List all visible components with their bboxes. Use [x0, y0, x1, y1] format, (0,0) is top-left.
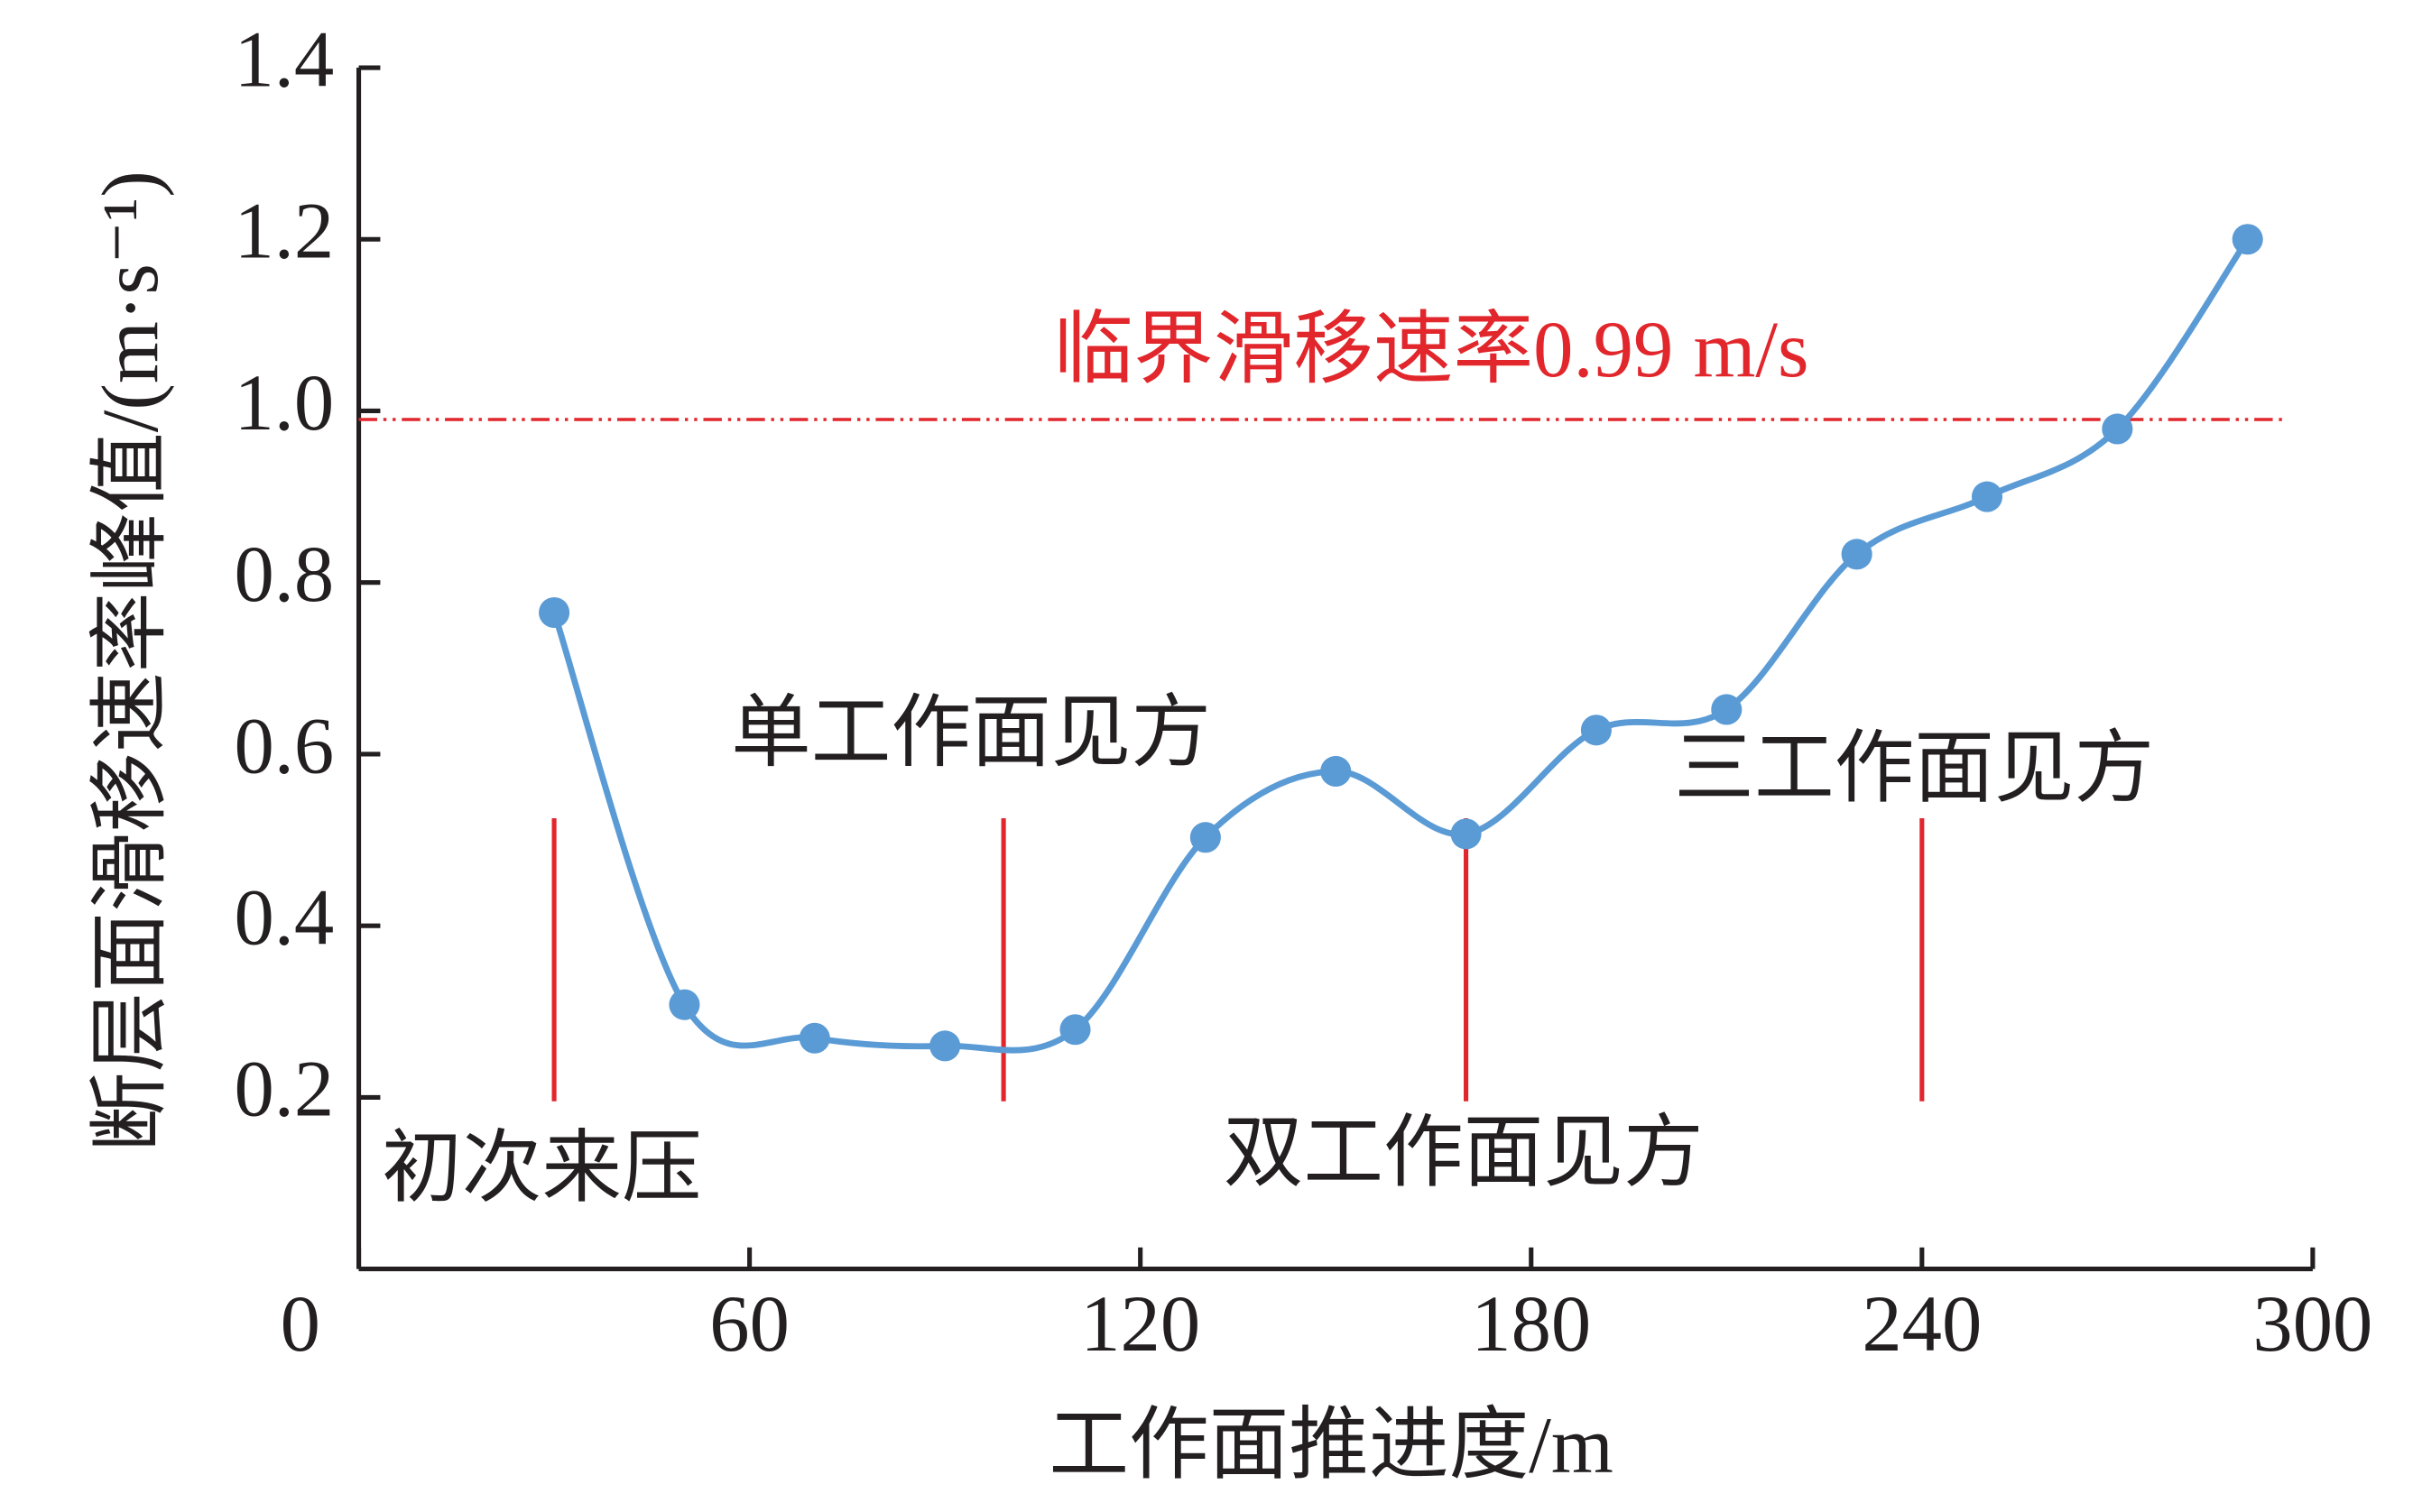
x-tick-label: 60 [709, 1280, 790, 1369]
y-tick-label: 1.0 [234, 359, 334, 447]
data-point [1059, 1014, 1091, 1046]
phase-label: 初次来压 [382, 1125, 702, 1213]
y-tick-label: 0.2 [234, 1046, 334, 1134]
x-tick-label: 240 [1862, 1280, 1982, 1369]
data-point [1841, 539, 1872, 570]
data-point [1971, 481, 2003, 512]
data-point [539, 596, 570, 629]
data-point [1580, 715, 1612, 746]
phase-label: 单工作面见方 [731, 689, 1211, 778]
data-point [2102, 413, 2133, 445]
y-tick-label: 0.8 [234, 530, 334, 619]
x-tick-label: 180 [1471, 1280, 1591, 1369]
data-point [1711, 694, 1743, 725]
y-tick-label: 0.4 [234, 874, 334, 963]
x-tick-label: 300 [2252, 1280, 2372, 1369]
threshold-label: 临界滑移速率0.99 m/s [1053, 306, 1808, 394]
data-point [929, 1030, 961, 1062]
x-tick-label: 120 [1080, 1280, 1200, 1369]
y-tick-label: 1.2 [234, 188, 334, 276]
phase-label: 三工作面见方 [1674, 724, 2154, 813]
data-point [799, 1022, 830, 1054]
data-point [1450, 818, 1482, 850]
data-point [1189, 822, 1221, 853]
data-point [669, 989, 700, 1020]
y-tick-label: 1.4 [234, 15, 334, 104]
data-point [1320, 755, 1352, 788]
x-tick-label: 0 [281, 1280, 320, 1369]
phase-label: 双工作面见方 [1224, 1110, 1704, 1198]
y-tick-label: 0.6 [234, 702, 334, 790]
y-axis-label: 断层面滑移速率峰值/(m·s⁻¹) [87, 171, 175, 1152]
data-point [2232, 224, 2263, 255]
x-axis-label: 工作面推进度/m [1049, 1402, 1613, 1490]
